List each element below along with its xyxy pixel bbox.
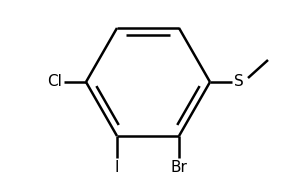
Text: Cl: Cl xyxy=(47,75,62,89)
Text: Br: Br xyxy=(170,160,187,175)
Text: I: I xyxy=(115,160,119,175)
Text: S: S xyxy=(234,75,244,89)
